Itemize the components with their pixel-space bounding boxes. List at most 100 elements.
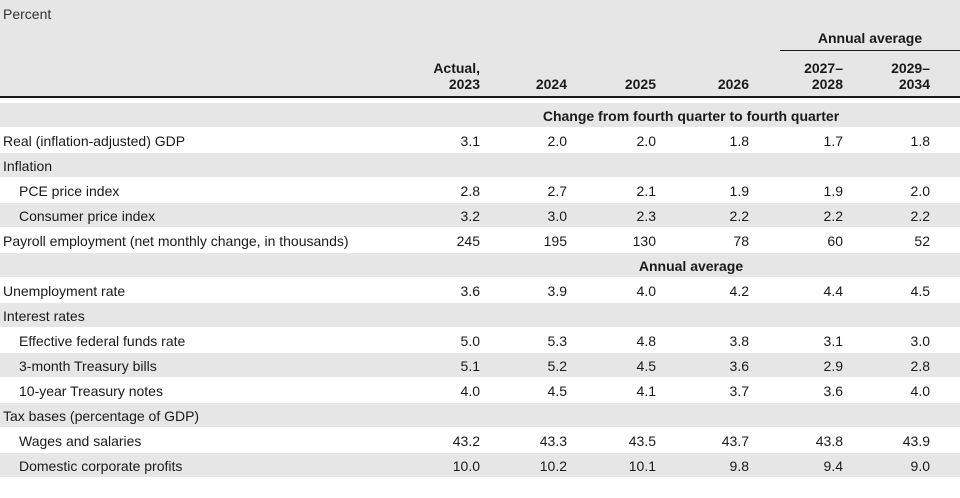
column-header-line2: 2034 bbox=[898, 76, 930, 92]
cell-value: 4.0 bbox=[910, 383, 930, 399]
cell-value: 3.7 bbox=[729, 383, 749, 399]
table-row: 10-year Treasury notes 4.0 4.5 4.1 3.7 3.6 4.0 bbox=[0, 378, 960, 402]
section-title: Change from fourth quarter to fourth qua… bbox=[542, 108, 840, 124]
cell-value: 2.3 bbox=[636, 208, 656, 224]
cell-value: 3.6 bbox=[460, 283, 480, 299]
cell-value: 1.8 bbox=[729, 133, 749, 149]
unit-label: Percent bbox=[3, 6, 52, 22]
row-label: PCE price index bbox=[19, 183, 120, 199]
column-header-line1 bbox=[669, 60, 749, 76]
cell-value: 4.4 bbox=[823, 283, 843, 299]
cell-value: 4.8 bbox=[636, 333, 656, 349]
cell-value: 1.9 bbox=[823, 183, 843, 199]
row-label: Wages and salaries bbox=[19, 433, 142, 449]
cell-value: 2.0 bbox=[547, 133, 567, 149]
table-row: Payroll employment (net monthly change, … bbox=[0, 228, 960, 252]
cell-value: 3.0 bbox=[910, 333, 930, 349]
column-header-line2: 2025 bbox=[624, 76, 656, 92]
cell-value: 60 bbox=[827, 233, 843, 249]
row-label: Inflation bbox=[3, 158, 53, 174]
column-header-line2: 2024 bbox=[535, 76, 567, 92]
cell-value: 43.7 bbox=[721, 433, 749, 449]
header-rule bbox=[0, 96, 960, 98]
cell-value: 5.3 bbox=[547, 333, 567, 349]
column-header: 2024 bbox=[487, 60, 567, 92]
table-row: Unemployment rate 3.6 3.9 4.0 4.2 4.4 4.5 bbox=[0, 278, 960, 302]
row-label: Domestic corporate profits bbox=[19, 458, 183, 474]
cell-value: 43.2 bbox=[452, 433, 480, 449]
row-label: Unemployment rate bbox=[3, 283, 126, 299]
table-header: Percent Annual average Actual, 2023 2024 … bbox=[0, 0, 960, 96]
cell-value: 3.0 bbox=[547, 208, 567, 224]
cell-value: 43.8 bbox=[815, 433, 843, 449]
section-header-row: Change from fourth quarter to fourth qua… bbox=[0, 103, 960, 127]
cell-value: 2.1 bbox=[636, 183, 656, 199]
cell-value: 4.5 bbox=[547, 383, 567, 399]
table-row: Tax bases (percentage of GDP) bbox=[0, 403, 960, 427]
cell-value: 1.8 bbox=[910, 133, 930, 149]
cell-value: 1.7 bbox=[823, 133, 843, 149]
section-title: Annual average bbox=[638, 258, 744, 274]
spanner-rule bbox=[780, 50, 960, 51]
cell-value: 3.1 bbox=[460, 133, 480, 149]
cell-value: 2.7 bbox=[547, 183, 567, 199]
cell-value: 3.9 bbox=[547, 283, 567, 299]
table-row: Domestic corporate profits 10.0 10.2 10.1 9.… bbox=[0, 453, 960, 477]
cell-value: 130 bbox=[632, 233, 656, 249]
table-row: Consumer price index 3.2 3.0 2.3 2.2 2.2 2.2 bbox=[0, 203, 960, 227]
table-row: Interest rates bbox=[0, 303, 960, 327]
cell-value: 78 bbox=[733, 233, 749, 249]
table-row: 3-month Treasury bills 5.1 5.2 4.5 3.6 2.9 2.8 bbox=[0, 353, 960, 377]
section-header-row: Annual average bbox=[0, 253, 960, 277]
cell-value: 2.0 bbox=[636, 133, 656, 149]
column-header: 2029– 2034 bbox=[850, 60, 930, 92]
cell-value: 2.9 bbox=[823, 358, 843, 374]
cell-value: 3.6 bbox=[823, 383, 843, 399]
row-label: Effective federal funds rate bbox=[19, 333, 186, 349]
cell-value: 3.2 bbox=[460, 208, 480, 224]
column-header-line1: Actual, bbox=[433, 60, 480, 76]
cell-value: 4.5 bbox=[910, 283, 930, 299]
cell-value: 4.5 bbox=[636, 358, 656, 374]
cell-value: 9.4 bbox=[823, 458, 843, 474]
cell-value: 2.8 bbox=[460, 183, 480, 199]
row-label: Tax bases (percentage of GDP) bbox=[3, 408, 200, 424]
row-label: 3-month Treasury bills bbox=[19, 358, 157, 374]
column-header-line1: 2029– bbox=[891, 60, 930, 76]
row-label: Interest rates bbox=[3, 308, 85, 324]
cell-value: 43.9 bbox=[902, 433, 930, 449]
cell-value: 9.0 bbox=[910, 458, 930, 474]
cell-value: 5.2 bbox=[547, 358, 567, 374]
column-header: 2026 bbox=[669, 60, 749, 92]
table-row: Wages and salaries 43.2 43.3 43.5 43.7 43.8 43… bbox=[0, 428, 960, 452]
cell-value: 5.1 bbox=[460, 358, 480, 374]
cell-value: 4.0 bbox=[636, 283, 656, 299]
cell-value: 43.5 bbox=[628, 433, 656, 449]
cell-value: 3.8 bbox=[729, 333, 749, 349]
column-header: 2027– 2028 bbox=[763, 60, 843, 92]
row-label: Real (inflation-adjusted) GDP bbox=[3, 133, 186, 149]
cell-value: 10.0 bbox=[452, 458, 480, 474]
cell-value: 9.8 bbox=[729, 458, 749, 474]
column-header-line2: 2023 bbox=[448, 76, 480, 92]
cell-value: 2.8 bbox=[910, 358, 930, 374]
cell-value: 2.2 bbox=[729, 208, 749, 224]
cell-value: 3.6 bbox=[729, 358, 749, 374]
annual-average-spanner: Annual average bbox=[817, 30, 923, 46]
cell-value: 4.1 bbox=[636, 383, 656, 399]
row-label: Consumer price index bbox=[19, 208, 156, 224]
table-row: Real (inflation-adjusted) GDP 3.1 2.0 2.0 1.… bbox=[0, 128, 960, 152]
row-label: 10-year Treasury notes bbox=[19, 383, 163, 399]
table-row: Effective federal funds rate 5.0 5.3 4.8 3.8… bbox=[0, 328, 960, 352]
cell-value: 3.1 bbox=[823, 333, 843, 349]
row-label: Payroll employment (net monthly change, … bbox=[3, 233, 349, 249]
cell-value: 195 bbox=[543, 233, 567, 249]
cell-value: 2.0 bbox=[910, 183, 930, 199]
cell-value: 43.3 bbox=[539, 433, 567, 449]
cell-value: 10.1 bbox=[628, 458, 656, 474]
table-row: Inflation bbox=[0, 153, 960, 177]
column-header-line1: 2027– bbox=[804, 60, 843, 76]
cell-value: 245 bbox=[456, 233, 480, 249]
column-header-line2: 2026 bbox=[717, 76, 749, 92]
column-header-line2: 2028 bbox=[811, 76, 843, 92]
